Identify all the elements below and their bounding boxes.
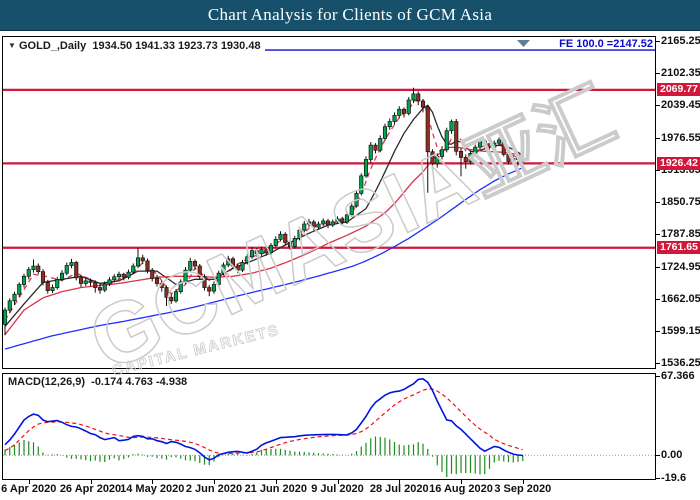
price-line-badge: 1761.65	[657, 241, 700, 255]
date-axis-label: 2 Jun 2020	[185, 483, 243, 495]
price-axis-label: 1662.05	[661, 292, 700, 305]
symbol-ohlc-readout: ▼ GOLD_,Daily 1934.50 1941.33 1923.73 19…	[8, 40, 261, 52]
macd-axis-tick	[656, 455, 660, 457]
price-axis-label: 1536.25	[661, 357, 700, 370]
date-axis-label: 21 Jun 2020	[244, 483, 307, 495]
price-line-badge: 2069.77	[657, 83, 700, 97]
chart-shift-triangle-icon	[517, 40, 530, 47]
macd-pane[interactable]	[2, 373, 656, 480]
price-axis-label: 1976.55	[661, 131, 700, 144]
price-axis-tick	[656, 137, 660, 139]
page-title: Chart Analysis for Clients of GCM Asia	[207, 5, 493, 24]
price-axis-tick	[656, 202, 660, 204]
price-axis-tick	[656, 105, 660, 107]
price-axis-tick	[656, 298, 660, 300]
date-axis-label: 28 Jul 2020	[369, 483, 429, 495]
price-line-badge: 1926.42	[657, 156, 700, 170]
price-axis-tick	[656, 234, 660, 236]
price-axis-tick	[656, 169, 660, 171]
price-axis-tick	[656, 73, 660, 75]
symbol-period-label: GOLD_,Daily	[18, 40, 87, 52]
date-axis-tick	[522, 480, 524, 484]
date-axis-tick	[461, 480, 462, 484]
date-axis-tick	[214, 480, 215, 484]
date-axis-tick	[90, 480, 92, 484]
price-pane[interactable]	[2, 36, 656, 369]
date-axis-label: 3 Sep 2020	[494, 483, 552, 495]
date-axis-label: 6 Apr 2020	[1, 483, 57, 495]
fibonacci-expansion-label[interactable]: FE 100.0 =2147.52	[559, 38, 653, 50]
date-axis-tick	[337, 480, 339, 484]
symbol-dropdown-icon[interactable]: ▼	[8, 41, 16, 50]
price-axis-tick	[656, 266, 660, 268]
price-axis-tick	[656, 331, 660, 332]
price-axis-label: 2039.45	[661, 99, 700, 112]
candlestick-chart	[3, 40, 655, 350]
macd-indicator-name: MACD(12,26,9)	[8, 376, 86, 388]
price-axis-label: 2102.35	[661, 67, 700, 80]
macd-indicator-values: -0.174 4.763 -4.938	[91, 376, 188, 388]
macd-axis-tick	[656, 478, 660, 480]
price-axis-label: 1599.15	[661, 325, 700, 337]
macd-axis-label: -19.6	[661, 472, 687, 485]
price-axis-label: 1724.95	[661, 260, 700, 273]
macd-axis-label: 0.00	[661, 449, 683, 462]
macd-chart	[3, 377, 655, 477]
price-axis-label: 1787.85	[661, 228, 700, 241]
date-axis-label: 9 Jul 2020	[311, 483, 364, 495]
price-axis-label: 1850.75	[661, 196, 700, 209]
date-axis-tick	[275, 480, 277, 484]
date-axis-tick	[28, 480, 30, 484]
price-axis-label: 2165.25	[661, 34, 700, 47]
price-axis-tick	[656, 40, 660, 42]
date-axis-tick	[399, 480, 401, 484]
date-axis-label: 26 Apr 2020	[59, 483, 122, 495]
macd-indicator-readout: MACD(12,26,9) -0.174 4.763 -4.938	[8, 376, 187, 388]
title-bar: Chart Analysis for Clients of GCM Asia	[0, 0, 700, 31]
price-axis-tick	[656, 363, 660, 365]
date-axis-label: 14 May 2020	[120, 483, 185, 495]
macd-axis-label: 67.366	[661, 369, 695, 382]
ohlc-values: 1934.50 1941.33 1923.73 1930.48	[92, 40, 261, 52]
macd-axis-tick	[656, 375, 660, 377]
date-axis-tick	[152, 480, 154, 484]
date-axis-label: 16 Aug 2020	[429, 483, 493, 495]
